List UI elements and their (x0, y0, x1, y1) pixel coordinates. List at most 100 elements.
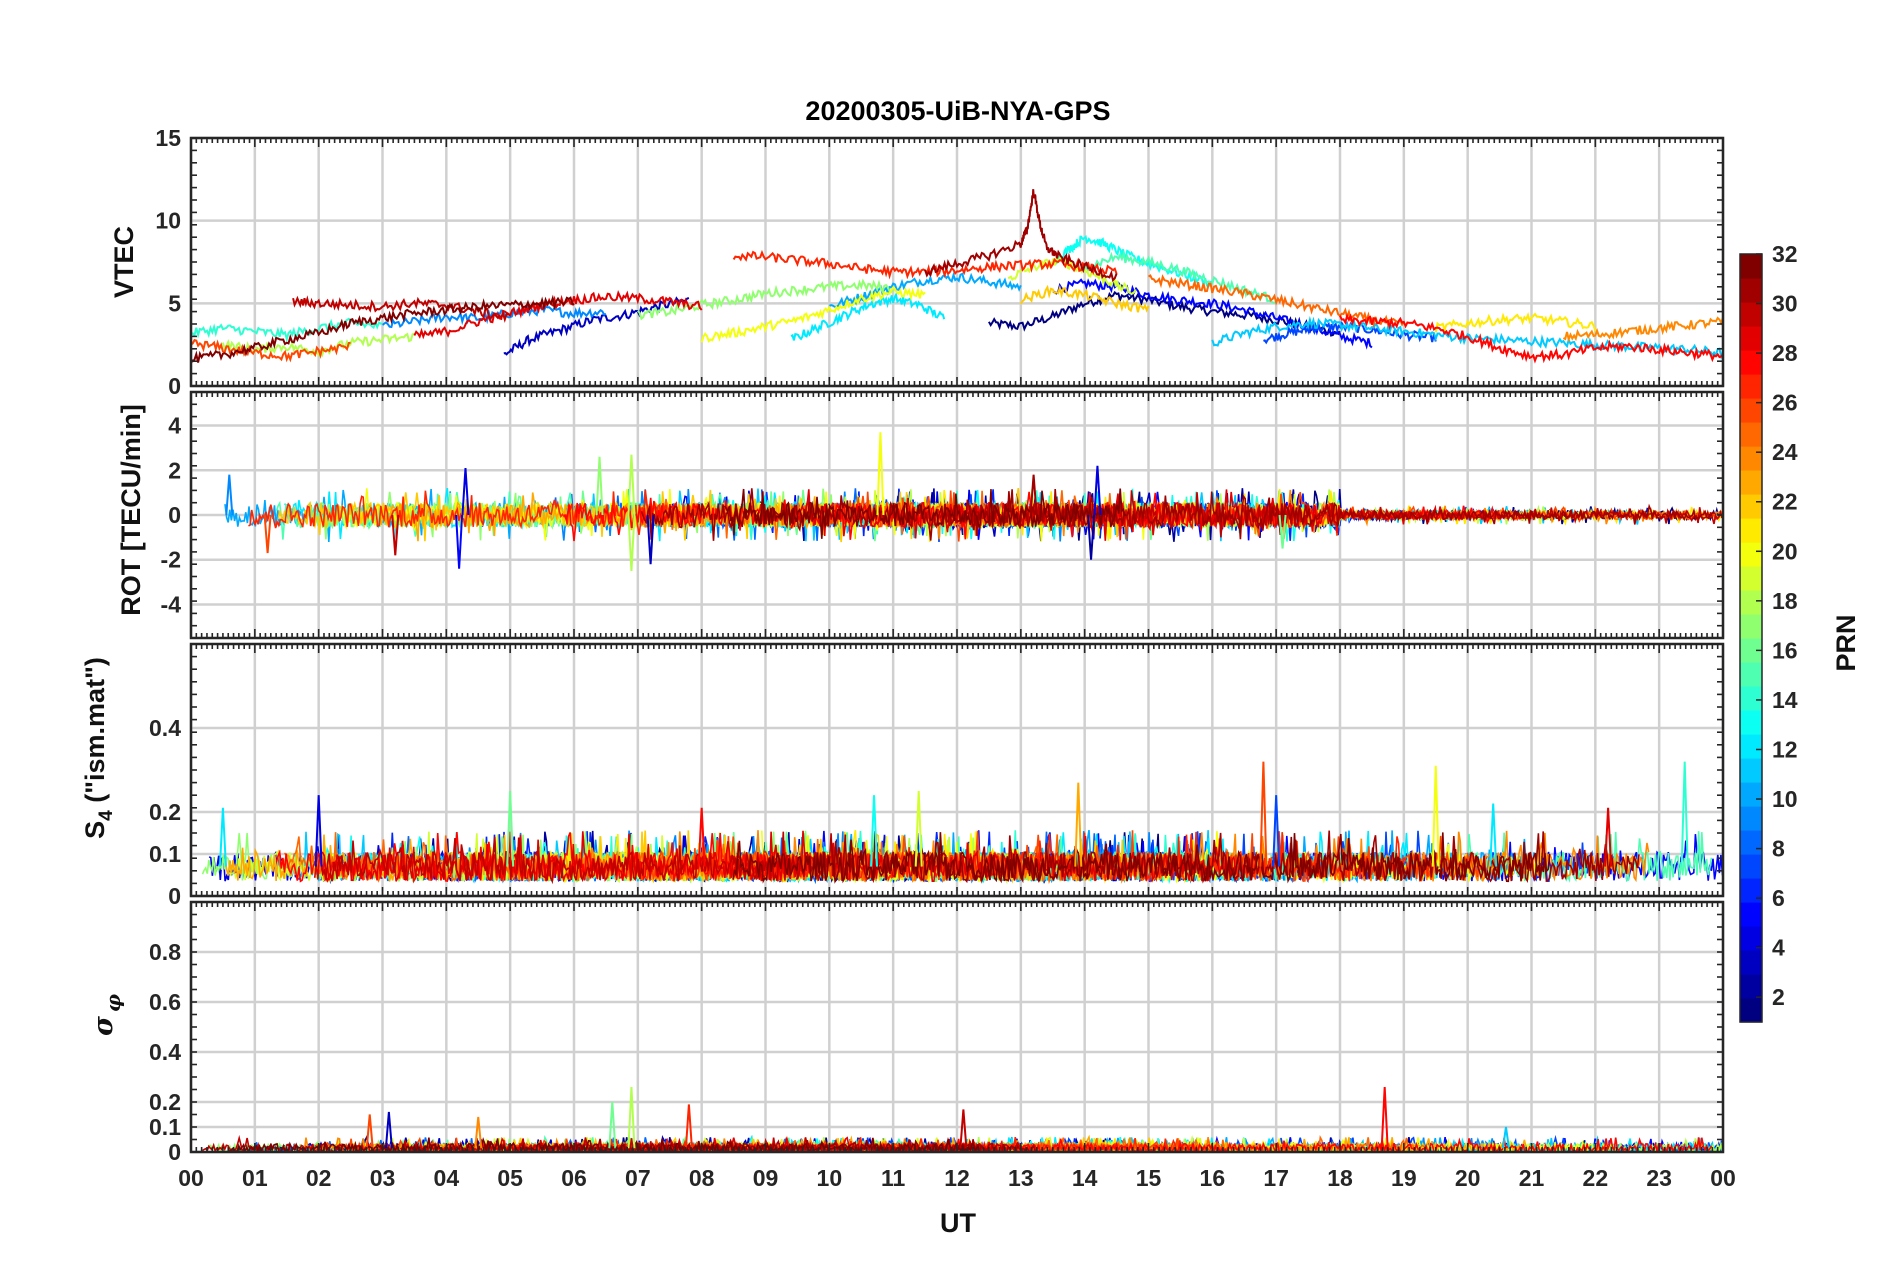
x-tick-label: 14 (1072, 1165, 1098, 1191)
colorbar-segment (1740, 686, 1762, 711)
colorbar-segment (1740, 878, 1762, 903)
y-tick-label: 0 (168, 883, 181, 909)
colorbar-tick-label: 16 (1772, 637, 1798, 663)
colorbar-segment (1740, 998, 1762, 1023)
y-tick-label: 0 (168, 1139, 181, 1165)
colorbar-segment (1740, 830, 1762, 855)
spike-prn-4 (314, 795, 323, 867)
colorbar-tick-label: 8 (1772, 836, 1785, 862)
spike-prn-31 (1029, 474, 1038, 516)
colorbar-segment (1740, 254, 1762, 279)
series-group (201, 761, 1723, 885)
x-tick-label: 18 (1327, 1165, 1353, 1191)
spike-prn-26 (1259, 761, 1268, 867)
y-tick-label: 0.1 (149, 841, 181, 867)
y-tick-label: 0.1 (149, 1114, 181, 1140)
x-tick-label: 12 (944, 1165, 970, 1191)
series-line-prn-15 (1083, 249, 1277, 304)
series-group (191, 189, 1723, 364)
spike-prn-18 (627, 514, 636, 571)
y-tick-label: 4 (168, 413, 181, 439)
x-tick-label: 02 (306, 1165, 332, 1191)
spike-prn-28 (697, 807, 706, 867)
x-tick-label: 05 (497, 1165, 523, 1191)
colorbar-segment (1740, 614, 1762, 639)
spike-prn-24 (474, 1116, 483, 1149)
x-tick-label: 04 (434, 1165, 460, 1191)
series-line-prn-17 (637, 278, 894, 321)
colorbar-tick-label: 30 (1772, 291, 1798, 317)
spike-prn-18 (627, 454, 636, 516)
spike-prn-12 (218, 807, 227, 867)
spike-prn-30 (391, 514, 400, 556)
y-tick-label: 0.4 (149, 1039, 181, 1065)
series-line-prn-31 (924, 189, 1118, 283)
spike-prn-13 (870, 795, 879, 867)
colorbar-segment (1740, 974, 1762, 999)
spike-prn-3 (384, 1111, 393, 1149)
x-tick-label: 00 (1710, 1165, 1736, 1191)
series-line-prn-25 (1147, 274, 1405, 329)
colorbar-segment (1740, 470, 1762, 495)
colorbar-segment (1740, 590, 1762, 615)
series-line-prn-28 (929, 1137, 1713, 1152)
spike-prn-20 (1431, 765, 1440, 867)
spike-prn-3 (646, 514, 655, 565)
y-tick-label: 0.2 (149, 799, 181, 825)
colorbar-tick-label: 18 (1772, 588, 1798, 614)
series-line-prn-31 (541, 1138, 1037, 1152)
y-axis-label-rot: ROT [TECU/min] (116, 404, 146, 615)
y-axis-label-vtec: VTEC (109, 226, 139, 298)
panel-vtec: 0 5 10 15 (155, 125, 1725, 399)
spike-prn-4 (461, 467, 470, 516)
x-tick-label: 23 (1646, 1165, 1672, 1191)
spike-prn-20 (876, 432, 885, 516)
colorbar-segment (1740, 518, 1762, 543)
x-tick-label: 16 (1200, 1165, 1226, 1191)
svg-text:S4 ("ism.mat"): S4 ("ism.mat") (80, 657, 117, 839)
series-line-prn-29 (413, 290, 703, 340)
x-tick-label: 13 (1008, 1165, 1034, 1191)
series-line-prn-11 (1211, 315, 1723, 360)
spike-prn-27 (684, 1104, 693, 1149)
x-tick-label: 19 (1391, 1165, 1417, 1191)
colorbar-label: PRN (1831, 614, 1861, 671)
spike-prn-2 (1087, 514, 1096, 560)
series-line-prn-20 (700, 285, 926, 343)
spike-prn-16 (608, 1101, 617, 1149)
colorbar-segment (1740, 638, 1762, 663)
colorbar-tick-label: 12 (1772, 736, 1798, 762)
colorbar-segment (1740, 446, 1762, 471)
y-tick-label: 15 (155, 125, 181, 151)
y-tick-label: 2 (168, 457, 181, 483)
colorbar-segment (1740, 566, 1762, 591)
x-axis-label: UT (940, 1208, 976, 1238)
colorbar-tick-label: 32 (1772, 241, 1798, 267)
y-tick-label: 0.8 (149, 939, 181, 965)
x-tick-label: 09 (753, 1165, 779, 1191)
spike-prn-16 (1278, 514, 1287, 549)
colorbar-segment (1740, 398, 1762, 423)
colorbar-tick-label: 26 (1772, 390, 1798, 416)
colorbar-segment (1740, 926, 1762, 951)
y-tick-label: 10 (155, 208, 181, 234)
x-tick-label: 17 (1263, 1165, 1289, 1191)
spike-prn-11 (1501, 1126, 1510, 1149)
series-line-prn-26 (191, 338, 351, 363)
colorbar-tick-label: 24 (1772, 439, 1798, 465)
spike-prn-7 (1272, 795, 1281, 867)
x-tick-label: 03 (370, 1165, 396, 1191)
x-tick-label: 06 (561, 1165, 587, 1191)
panel-s4: 0 0.1 0.2 0.4 (149, 642, 1725, 909)
colorbar-segment (1740, 350, 1762, 375)
y-tick-label: 0.6 (149, 989, 181, 1015)
colorbar-tick-label: 28 (1772, 340, 1798, 366)
chart-title: 20200305-UiB-NYA-GPS (805, 96, 1110, 126)
colorbar-segment (1740, 278, 1762, 303)
colorbar-segment (1740, 782, 1762, 807)
colorbar-segment (1740, 902, 1762, 927)
spike-prn-9 (225, 474, 234, 516)
colorbar-segment (1740, 950, 1762, 975)
spike-prn-17 (595, 456, 604, 516)
